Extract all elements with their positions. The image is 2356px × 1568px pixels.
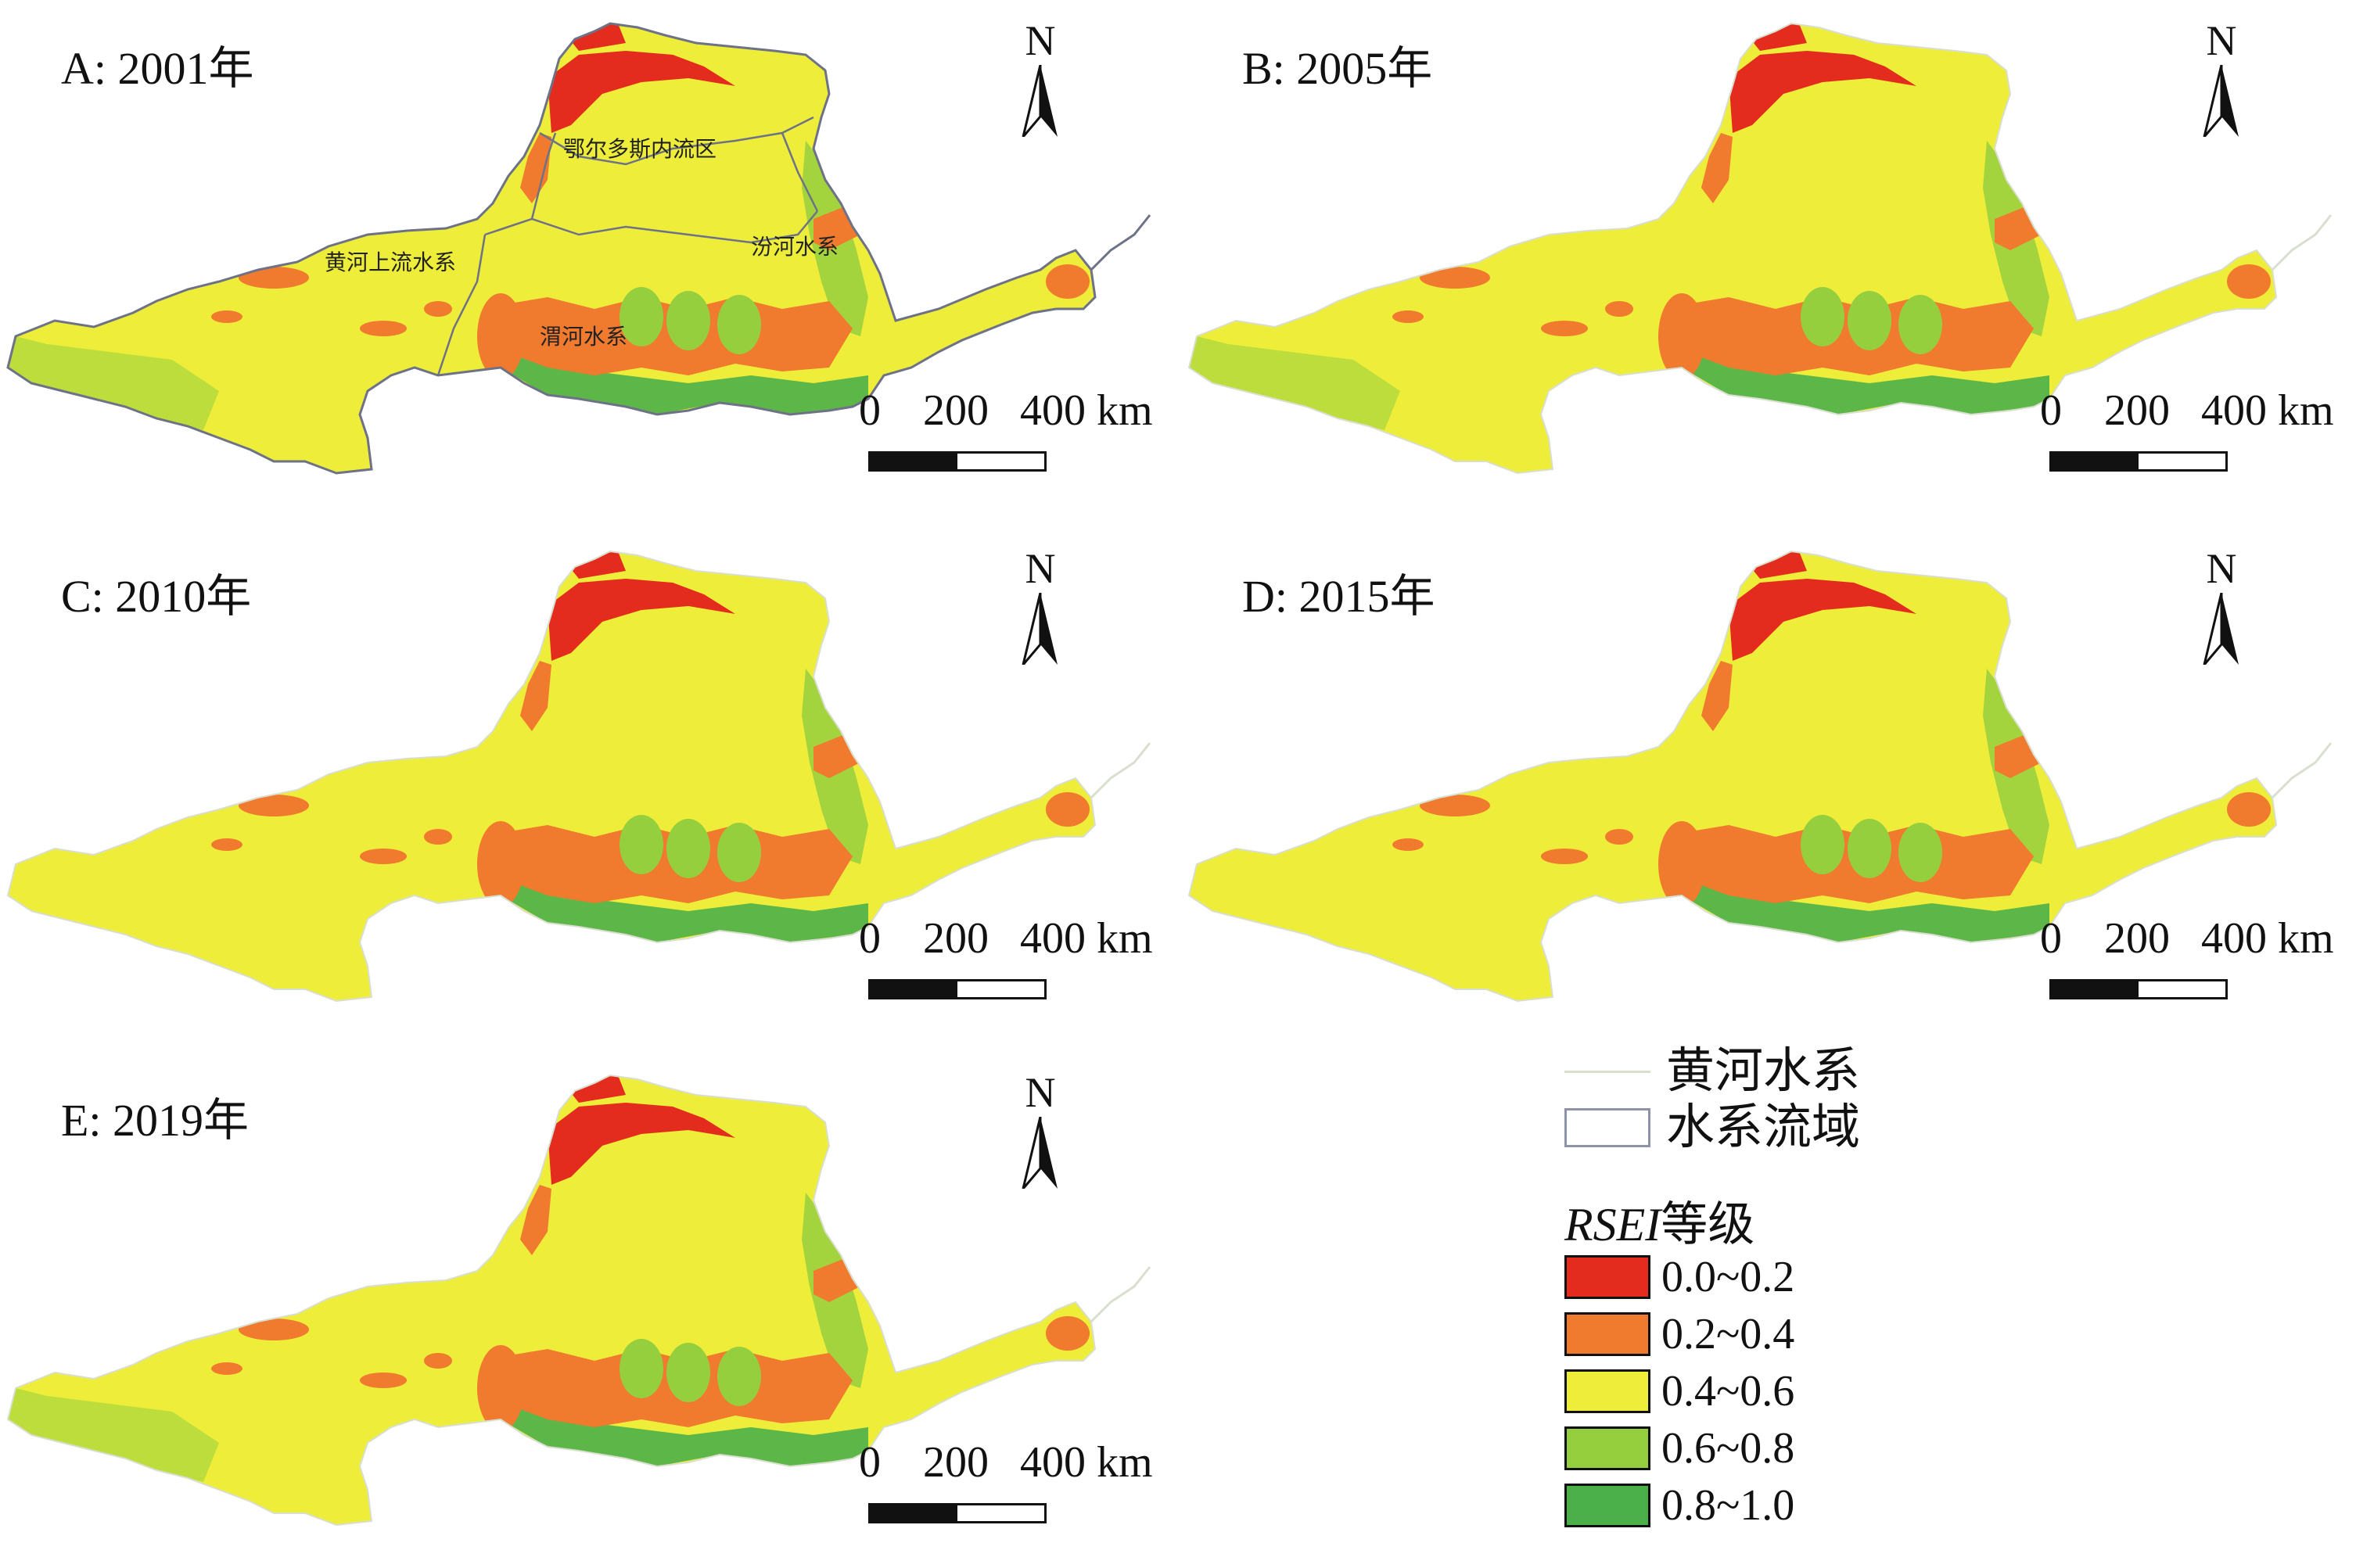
panel-title: B: 2005年 [1242, 43, 1433, 94]
scale-bar-graphic [868, 979, 1047, 999]
panel-title: C: 2010年 [61, 571, 252, 622]
panel-title: E: 2019年 [61, 1095, 250, 1146]
class-swatch-4 [1564, 1426, 1650, 1470]
rsei-map-2005 [1187, 22, 2333, 475]
scale-bar-graphic [2049, 451, 2228, 472]
north-label: N [2206, 17, 2237, 64]
panel-title: A: 2001年 [61, 43, 254, 94]
scale-label-400: 400 km [1020, 914, 1153, 963]
scale-label-400: 400 km [1020, 386, 1153, 435]
class-swatch-1 [1564, 1255, 1650, 1299]
scale-bar-graphic [868, 1503, 1047, 1523]
class-label-2: 0.2~0.4 [1661, 1310, 1795, 1358]
scale-label-0: 0 [859, 1438, 881, 1487]
north-label: N [2206, 545, 2237, 592]
map-panel-2001: 鄂尔多斯内流区黄河上流水系 汾河水系渭河水系 A: 2001年 N 0 200 4… [0, 0, 1173, 516]
scale-label-200: 200 [923, 914, 989, 963]
north-label: N [1025, 545, 1056, 592]
north-arrow-icon [1022, 1117, 1058, 1189]
legend-title-rsei: RSEI [1564, 1199, 1661, 1250]
map-legend: 黄河水系 水系流域 RSEI等级 0.0~0.2 0.2~0.4 0.4~0.6… [1564, 1044, 2112, 1529]
scale-label-0: 0 [2040, 914, 2062, 963]
rsei-map-2010 [6, 550, 1151, 1003]
north-arrow: N [1017, 1071, 1064, 1189]
class-swatch-5 [1564, 1484, 1650, 1527]
north-arrow: N [2198, 547, 2245, 665]
scale-bar: 0 200 400 km [853, 1439, 1181, 1533]
map-panel-2015: D: 2015年 N 0 200 400 km [1181, 528, 2354, 1044]
legend-basin-row: 水系流域 [1564, 1100, 1860, 1155]
river-line-swatch [1564, 1070, 1650, 1073]
scale-label-400: 400 km [2201, 386, 2334, 435]
scale-bar: 0 200 400 km [2034, 915, 2356, 1009]
legend-river-label: 黄河水系 [1666, 1045, 1861, 1098]
scale-bar: 0 200 400 km [853, 387, 1181, 481]
region-label-upper: 黄河上流水系 [325, 249, 456, 275]
class-label-3: 0.4~0.6 [1661, 1367, 1795, 1416]
panel-title: D: 2015年 [1242, 571, 1435, 622]
class-label-5: 0.8~1.0 [1661, 1481, 1795, 1530]
legend-title-grade: 等级 [1661, 1199, 1755, 1250]
scale-label-0: 0 [859, 386, 881, 435]
legend-class-row: 0.2~0.4 [1564, 1311, 1794, 1358]
north-arrow-icon [2203, 65, 2239, 137]
scale-label-200: 200 [2104, 914, 2170, 963]
scale-bar-graphic [2049, 979, 2228, 999]
rsei-map-2015 [1187, 550, 2333, 1003]
north-arrow: N [2198, 20, 2245, 137]
legend-class-row: 0.4~0.6 [1564, 1368, 1794, 1415]
scale-bar: 0 200 400 km [853, 915, 1181, 1009]
region-label-wei: 渭河水系 [540, 324, 627, 350]
scale-bar-graphic [868, 451, 1047, 472]
class-label-4: 0.6~0.8 [1661, 1424, 1795, 1473]
class-label-1: 0.0~0.2 [1661, 1253, 1795, 1301]
north-label: N [1025, 1069, 1056, 1116]
legend-class-row: 0.0~0.2 [1564, 1254, 1794, 1301]
legend-river-row: 黄河水系 [1564, 1044, 1860, 1099]
north-arrow: N [1017, 547, 1064, 665]
scale-label-200: 200 [2104, 386, 2170, 435]
scale-label-0: 0 [2040, 386, 2062, 435]
legend-class-row: 0.8~1.0 [1564, 1482, 1794, 1529]
scale-label-200: 200 [923, 386, 989, 435]
scale-label-400: 400 km [1020, 1438, 1153, 1487]
region-label-ordos: 鄂尔多斯内流区 [563, 136, 716, 162]
north-arrow-icon [2203, 593, 2239, 665]
scale-label-200: 200 [923, 1438, 989, 1487]
region-label-fen: 汾河水系 [751, 234, 839, 260]
north-arrow: N [1017, 20, 1064, 137]
class-swatch-2 [1564, 1312, 1650, 1356]
legend-basin-label: 水系流域 [1666, 1101, 1861, 1154]
rsei-map-2019 [6, 1074, 1151, 1527]
scale-label-0: 0 [859, 914, 881, 963]
scale-bar: 0 200 400 km [2034, 387, 2356, 481]
scale-label-400: 400 km [2201, 914, 2334, 963]
legend-class-row: 0.6~0.8 [1564, 1425, 1794, 1472]
map-panel-2019: E: 2019年 N 0 200 400 km [0, 1052, 1173, 1568]
class-swatch-3 [1564, 1369, 1650, 1413]
map-panel-2005: B: 2005年 N 0 200 400 km [1181, 0, 2354, 516]
north-label: N [1025, 17, 1056, 64]
legend-title: RSEI等级 [1564, 1186, 1754, 1254]
basin-outline-swatch [1564, 1108, 1650, 1147]
map-panel-2010: C: 2010年 N 0 200 400 km [0, 528, 1173, 1044]
north-arrow-icon [1022, 65, 1058, 137]
north-arrow-icon [1022, 593, 1058, 665]
